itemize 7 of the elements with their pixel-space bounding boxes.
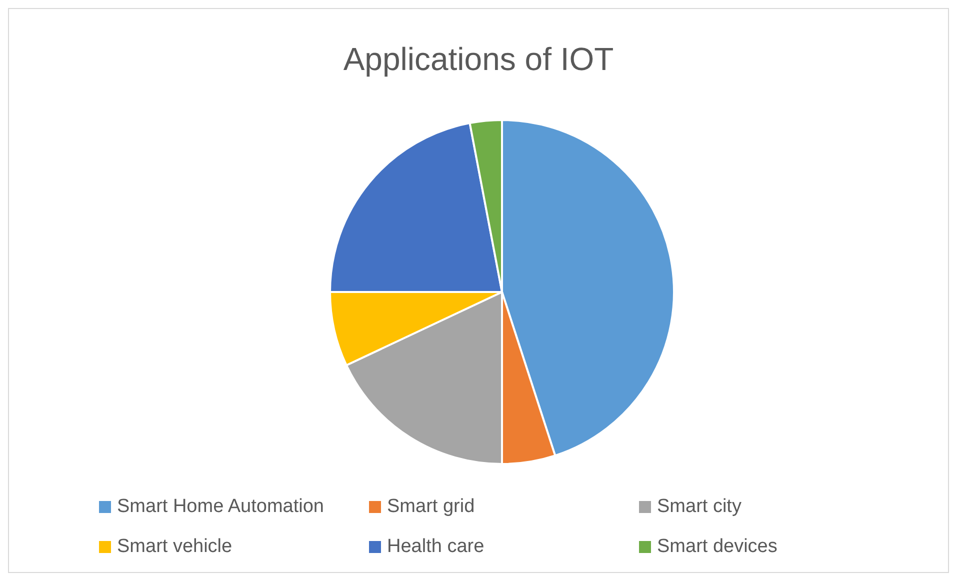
legend-label: Health care [387,536,484,558]
legend-label: Smart city [657,496,742,518]
legend-label: Smart vehicle [117,536,232,558]
legend-label: Smart devices [657,536,778,558]
legend-label: Smart grid [387,496,475,518]
legend-label: Smart Home Automation [117,496,324,518]
chart-title: Applications of IOT [342,41,615,78]
